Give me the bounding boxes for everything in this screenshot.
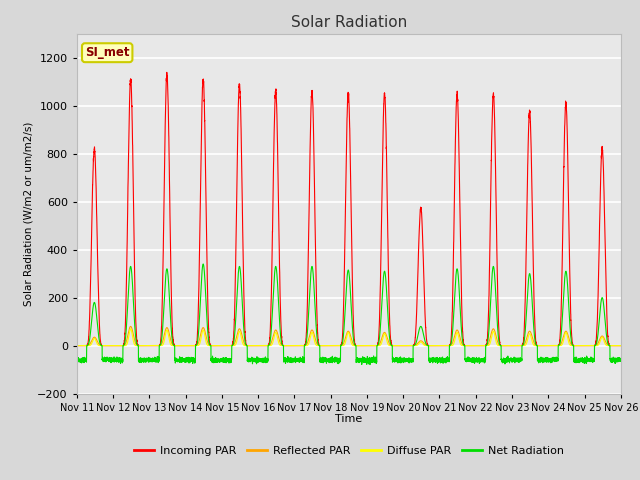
Incoming PAR [617,343,625,348]
Incoming PAR [73,343,81,348]
Incoming PAR [588,343,595,348]
Legend: Incoming PAR, Reflected PAR, Diffuse PAR, Net Radiation: Incoming PAR, Reflected PAR, Diffuse PAR… [129,441,568,460]
Reflected PAR [127,324,134,329]
Reflected PAR [330,343,338,348]
Diffuse PAR [617,343,625,348]
Incoming PAR [163,70,171,75]
Reflected PAR [588,343,595,348]
Diffuse PAR [594,342,602,348]
Incoming PAR [486,246,493,252]
Y-axis label: Solar Radiation (W/m2 or um/m2/s): Solar Radiation (W/m2 or um/m2/s) [23,121,33,306]
Reflected PAR [486,336,493,342]
Net Radiation [258,357,266,362]
Line: Incoming PAR: Incoming PAR [77,72,621,346]
Incoming PAR [258,343,266,348]
Incoming PAR [470,343,478,348]
Diffuse PAR [470,343,478,348]
X-axis label: Time: Time [335,414,362,424]
Reflected PAR [73,343,81,348]
Incoming PAR [594,297,602,302]
Line: Reflected PAR: Reflected PAR [77,326,621,346]
Reflected PAR [258,343,266,348]
Net Radiation [594,331,602,336]
Reflected PAR [594,340,602,346]
Diffuse PAR [258,343,266,348]
Net Radiation [330,360,338,365]
Reflected PAR [617,343,625,348]
Net Radiation [199,261,207,267]
Title: Solar Radiation: Solar Radiation [291,15,407,30]
Net Radiation [486,311,493,317]
Diffuse PAR [486,341,493,347]
Net Radiation [366,362,374,368]
Net Radiation [471,358,479,363]
Reflected PAR [470,343,478,348]
Diffuse PAR [588,343,595,348]
Line: Diffuse PAR: Diffuse PAR [77,329,621,346]
Diffuse PAR [127,326,134,332]
Text: SI_met: SI_met [85,46,129,59]
Diffuse PAR [73,343,81,348]
Net Radiation [73,357,81,363]
Diffuse PAR [330,343,338,348]
Incoming PAR [330,343,338,348]
Line: Net Radiation: Net Radiation [77,264,621,365]
Net Radiation [617,357,625,362]
Net Radiation [588,355,595,360]
